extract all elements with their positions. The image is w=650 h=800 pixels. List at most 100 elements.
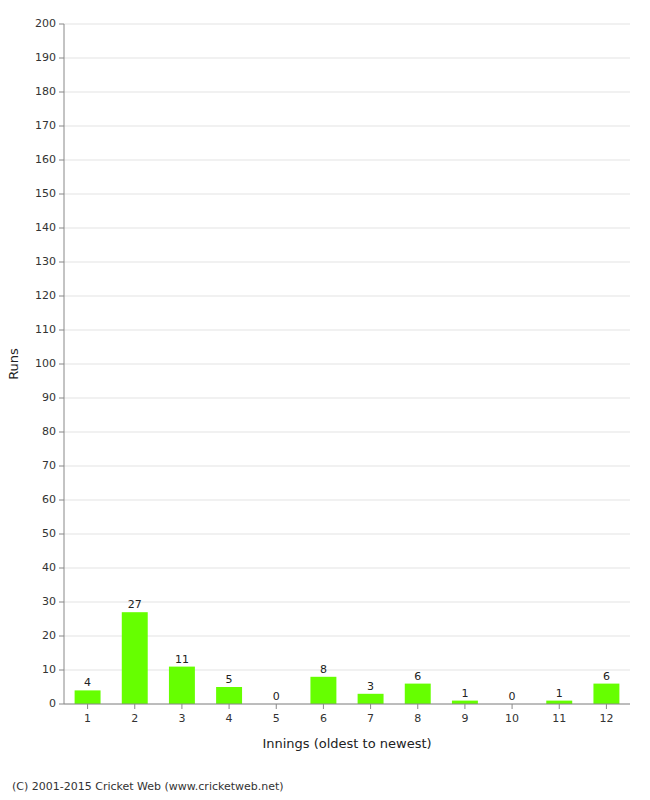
y-tick (59, 500, 64, 501)
grid-line (64, 330, 630, 331)
grid-line (64, 296, 630, 297)
bar (310, 677, 336, 704)
y-tick (59, 636, 64, 637)
grid-line (64, 262, 630, 263)
x-tick-label: 6 (320, 712, 327, 725)
x-tick-label: 7 (367, 712, 374, 725)
data-label: 0 (273, 690, 280, 703)
grid-line (64, 92, 630, 93)
x-tick-label: 5 (273, 712, 280, 725)
x-tick-label: 2 (131, 712, 138, 725)
grid-line (64, 432, 630, 433)
grid-line (64, 636, 630, 637)
x-tick-label: 10 (505, 712, 519, 725)
x-tick-label: 12 (599, 712, 613, 725)
grid-line (64, 602, 630, 603)
y-tick (59, 126, 64, 127)
x-tick (370, 704, 371, 709)
grid-line (64, 194, 630, 195)
grid-line (64, 58, 630, 59)
y-tick-label: 110 (35, 323, 56, 336)
x-tick-label: 9 (461, 712, 468, 725)
bar (452, 701, 478, 704)
chart-svg: 0102030405060708090100110120130140150160… (0, 0, 650, 800)
x-tick-label: 3 (178, 712, 185, 725)
y-tick (59, 262, 64, 263)
grid-line (64, 160, 630, 161)
x-axis: 123456789101112 (84, 704, 613, 725)
y-tick-label: 70 (42, 459, 56, 472)
x-tick (559, 704, 560, 709)
y-tick-label: 130 (35, 255, 56, 268)
bar (593, 684, 619, 704)
y-tick-label: 20 (42, 629, 56, 642)
chart-container: 0102030405060708090100110120130140150160… (0, 0, 650, 800)
bar (75, 690, 101, 704)
x-tick-label: 8 (414, 712, 421, 725)
y-tick (59, 704, 64, 705)
data-label: 5 (226, 673, 233, 686)
y-tick-label: 140 (35, 221, 56, 234)
grid-line (64, 568, 630, 569)
x-tick-label: 4 (226, 712, 233, 725)
y-tick (59, 228, 64, 229)
data-label: 1 (461, 687, 468, 700)
footer-note: (C) 2001-2015 Cricket Web (www.cricketwe… (12, 780, 284, 793)
data-labels: 42711508361016 (84, 598, 610, 703)
grid-line (64, 500, 630, 501)
data-label: 11 (175, 653, 189, 666)
y-tick (59, 58, 64, 59)
x-axis-label: Innings (oldest to newest) (262, 736, 431, 751)
bar (216, 687, 242, 704)
x-tick (87, 704, 88, 709)
y-tick (59, 364, 64, 365)
y-tick (59, 670, 64, 671)
y-tick (59, 602, 64, 603)
y-tick (59, 24, 64, 25)
x-tick-label: 11 (552, 712, 566, 725)
bar (405, 684, 431, 704)
y-tick (59, 432, 64, 433)
x-tick (606, 704, 607, 709)
bar (122, 612, 148, 704)
y-tick (59, 296, 64, 297)
bar (169, 667, 195, 704)
bar (358, 694, 384, 704)
y-tick-label: 170 (35, 119, 56, 132)
y-tick (59, 194, 64, 195)
x-tick-label: 1 (84, 712, 91, 725)
x-tick (134, 704, 135, 709)
y-tick (59, 330, 64, 331)
grid-line (64, 126, 630, 127)
grid-line (64, 670, 630, 671)
y-tick (59, 160, 64, 161)
y-axis-label: Runs (6, 348, 21, 380)
y-tick-label: 60 (42, 493, 56, 506)
y-tick (59, 92, 64, 93)
data-label: 3 (367, 680, 374, 693)
grid-line (64, 364, 630, 365)
data-label: 0 (509, 690, 516, 703)
y-tick-label: 160 (35, 153, 56, 166)
y-tick (59, 398, 64, 399)
x-tick (323, 704, 324, 709)
y-tick-label: 180 (35, 85, 56, 98)
y-tick-label: 90 (42, 391, 56, 404)
y-tick-label: 40 (42, 561, 56, 574)
axes (64, 24, 630, 704)
grid-line (64, 398, 630, 399)
x-tick (417, 704, 418, 709)
y-tick-label: 0 (49, 697, 56, 710)
grid-line (64, 534, 630, 535)
y-tick-label: 80 (42, 425, 56, 438)
data-label: 6 (603, 670, 610, 683)
x-axis-line (64, 704, 630, 705)
y-tick-label: 50 (42, 527, 56, 540)
x-tick (276, 704, 277, 709)
grid-line (64, 228, 630, 229)
y-tick-label: 190 (35, 51, 56, 64)
x-tick (229, 704, 230, 709)
y-tick-label: 120 (35, 289, 56, 302)
bars (75, 612, 620, 704)
grid-line (64, 24, 630, 25)
